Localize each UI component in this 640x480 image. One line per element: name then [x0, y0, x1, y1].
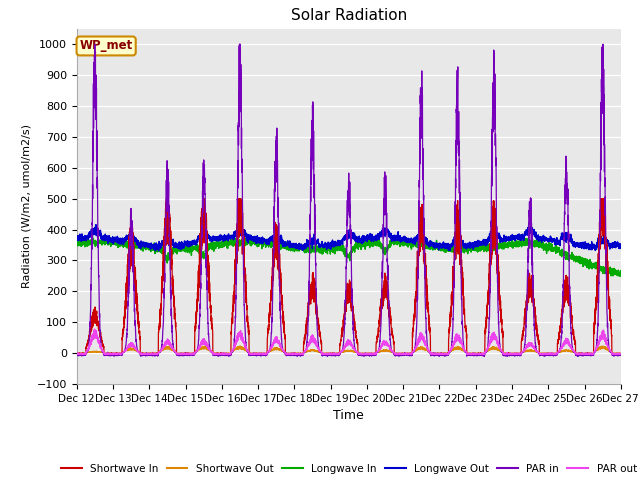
Title: Solar Radiation: Solar Radiation — [291, 9, 407, 24]
X-axis label: Time: Time — [333, 409, 364, 422]
Legend: Shortwave In, Shortwave Out, Longwave In, Longwave Out, PAR in, PAR out: Shortwave In, Shortwave Out, Longwave In… — [56, 460, 640, 478]
Y-axis label: Radiation (W/m2, umol/m2/s): Radiation (W/m2, umol/m2/s) — [21, 124, 31, 288]
Text: WP_met: WP_met — [79, 39, 132, 52]
